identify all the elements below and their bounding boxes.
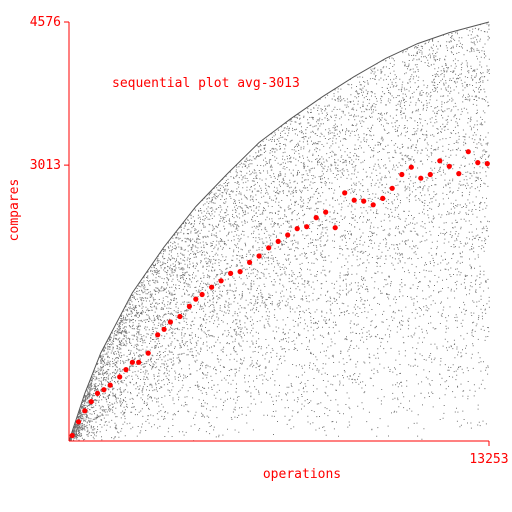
x-tick-label: 13253 [469, 452, 508, 467]
data-point [313, 215, 319, 221]
y-tick-label: 3013 [30, 158, 61, 173]
data-point [129, 359, 135, 365]
data-point [218, 278, 224, 284]
data-point [370, 202, 376, 208]
data-point [437, 158, 443, 164]
data-point [484, 161, 490, 167]
y-ticks: 4576 3013 [30, 15, 69, 173]
data-point [361, 198, 367, 204]
data-point [117, 374, 123, 380]
data-point [427, 171, 433, 178]
x-axis-label: operations [263, 467, 341, 482]
data-point [101, 387, 107, 393]
data-point [399, 171, 405, 178]
background-points [69, 23, 490, 442]
background-point-cloud [69, 23, 490, 442]
data-point [475, 160, 481, 166]
data-point [237, 269, 243, 275]
data-point [389, 185, 395, 191]
data-point [456, 171, 462, 177]
data-point [155, 332, 161, 338]
data-point [161, 326, 167, 332]
data-point [228, 270, 234, 276]
data-point [69, 432, 75, 439]
data-points [69, 149, 490, 439]
data-point [446, 163, 452, 169]
data-point [247, 259, 253, 265]
data-point [408, 164, 414, 170]
data-point [145, 350, 151, 356]
data-point [266, 245, 272, 251]
data-point [123, 367, 129, 373]
data-point [107, 382, 113, 388]
data-point [294, 226, 300, 232]
data-point [177, 313, 183, 320]
data-point [94, 390, 101, 396]
data-point [304, 224, 310, 230]
data-point [199, 291, 205, 298]
y-tick-label: 4576 [30, 15, 61, 30]
chart-title: sequential plot avg-3013 [112, 76, 300, 91]
data-point [285, 232, 291, 238]
data-point [136, 359, 142, 365]
data-point [209, 284, 215, 290]
data-point [342, 190, 348, 196]
data-point [418, 175, 424, 181]
x-ticks: 13253 [469, 441, 509, 467]
data-point [332, 225, 338, 231]
data-point [193, 296, 199, 302]
data-point [275, 238, 281, 244]
data-point [256, 253, 262, 259]
data-point [82, 408, 88, 414]
data-point [380, 195, 386, 201]
data-point [186, 303, 192, 309]
y-axis-label: compares [7, 179, 22, 242]
data-point [88, 399, 94, 405]
data-point [351, 197, 357, 203]
data-point [465, 149, 471, 155]
data-point [323, 209, 329, 215]
data-point [167, 319, 173, 325]
envelope-curve [68, 21, 490, 442]
data-point [75, 419, 82, 425]
